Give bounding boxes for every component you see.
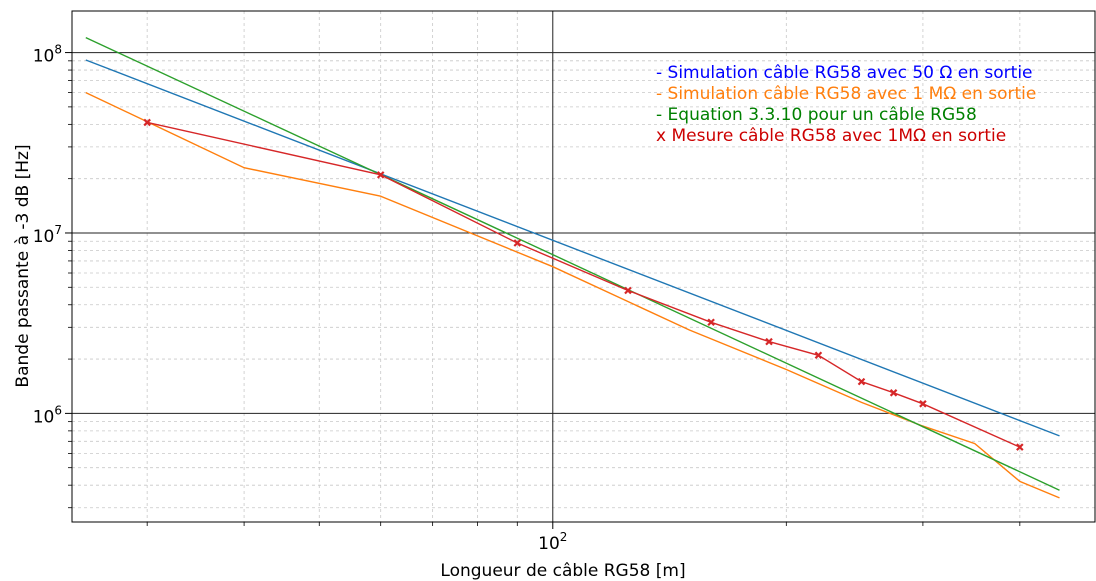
y-tick-label: 106 [33,403,62,427]
legend-entry-2: - Simulation câble RG58 avec 1 MΩ en sor… [656,84,1036,104]
legend-entry-1: - Simulation câble RG58 avec 50 Ω en sor… [656,63,1033,83]
legend-entry-4: x Mesure câble RG58 avec 1MΩ en sortie [656,126,1006,146]
y-tick-label: 107 [33,223,62,247]
x-axis-label: Longueur de câble RG58 [m] [440,561,685,581]
y-tick-label: 108 [33,43,62,67]
y-axis-label: Bande passante à -3 dB [Hz] [13,144,33,387]
x-tick-label: 102 [538,530,567,554]
legend-entry-3: - Equation 3.3.10 pour un câble RG58 [656,105,977,125]
